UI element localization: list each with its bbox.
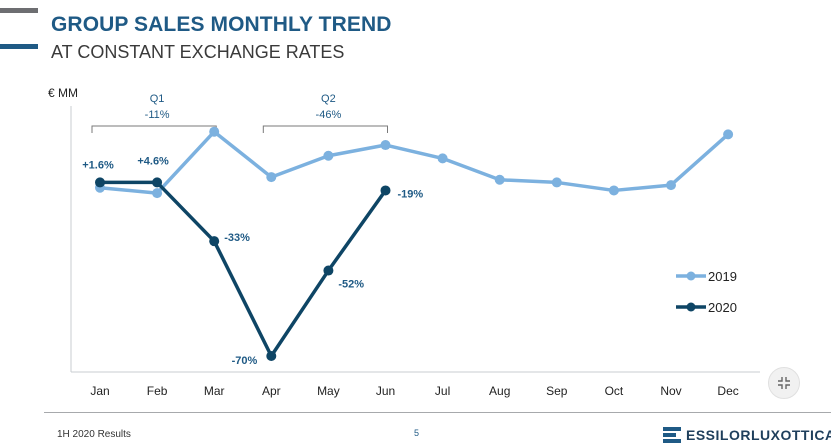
point-2020-may bbox=[323, 265, 334, 276]
header-accent-bar-grey bbox=[0, 8, 38, 13]
quarter-bracket-q2 bbox=[262, 125, 388, 133]
quarter-bracket-q1 bbox=[91, 125, 217, 133]
point-2019-aug bbox=[494, 174, 505, 185]
point-2020-jan bbox=[95, 177, 105, 188]
logo-mark-icon bbox=[663, 426, 681, 443]
footer-divider bbox=[44, 412, 831, 413]
x-tick-label-nov: Nov bbox=[660, 384, 681, 398]
series-line-2019 bbox=[98, 129, 730, 195]
point-2019-dec bbox=[723, 129, 734, 140]
x-tick-label-oct: Oct bbox=[605, 384, 624, 398]
point-2019-jul bbox=[437, 153, 448, 164]
point-2020-feb bbox=[152, 177, 163, 188]
header-accent-bar-blue bbox=[0, 44, 38, 49]
point-2019-mar bbox=[209, 126, 220, 137]
legend-marker-2019 bbox=[686, 271, 696, 281]
x-tick-label-jul: Jul bbox=[435, 384, 450, 398]
quarter-label-q1: Q1 bbox=[150, 93, 165, 105]
data-label-apr: -70% bbox=[232, 355, 258, 367]
point-2019-feb bbox=[152, 188, 163, 199]
x-tick-label-jun: Jun bbox=[376, 384, 395, 398]
point-2020-apr bbox=[266, 350, 277, 361]
data-label-jun: -19% bbox=[398, 188, 424, 200]
point-2020-jun bbox=[380, 185, 391, 196]
legend-marker-2020 bbox=[686, 302, 696, 312]
logo-text: ESSILORLUXOTTICA bbox=[686, 426, 831, 443]
page-subtitle: AT CONSTANT EXCHANGE RATES bbox=[51, 42, 345, 62]
data-label-mar: -33% bbox=[224, 232, 250, 244]
x-tick-label-jan: Jan bbox=[90, 384, 109, 398]
point-2019-apr bbox=[266, 172, 277, 183]
page-title: GROUP SALES MONTHLY TREND bbox=[51, 13, 392, 36]
x-tick-label-aug: Aug bbox=[489, 384, 510, 398]
point-2019-nov bbox=[666, 180, 676, 191]
point-2019-jun bbox=[380, 140, 391, 151]
point-2019-may bbox=[323, 150, 334, 161]
x-tick-label-dec: Dec bbox=[717, 384, 738, 398]
company-logo: ESSILORLUXOTTICA bbox=[663, 425, 831, 444]
point-2019-sep bbox=[551, 177, 562, 188]
y-axis-label: € MM bbox=[48, 86, 78, 100]
data-label-feb: +4.6% bbox=[137, 155, 169, 167]
x-tick-label-apr: Apr bbox=[262, 384, 281, 398]
quarter-label-q2: Q2 bbox=[321, 93, 336, 105]
legend-label-2020: 2020 bbox=[708, 300, 737, 315]
legend-label-2019: 2019 bbox=[708, 269, 737, 284]
data-label-jan: +1.6% bbox=[82, 159, 114, 171]
x-tick-label-mar: Mar bbox=[204, 384, 225, 398]
data-label-may: -52% bbox=[338, 279, 364, 291]
fullscreen-toggle-button[interactable] bbox=[768, 367, 800, 399]
series-line-2020 bbox=[98, 180, 388, 358]
quarter-change-q2: -46% bbox=[316, 109, 342, 121]
x-tick-label-feb: Feb bbox=[147, 384, 168, 398]
x-tick-label-sep: Sep bbox=[546, 384, 568, 398]
point-2019-oct bbox=[608, 185, 619, 196]
x-tick-label-may: May bbox=[317, 384, 340, 398]
collapse-arrows-icon bbox=[778, 377, 790, 389]
quarter-change-q1: -11% bbox=[145, 109, 170, 121]
point-2020-mar bbox=[209, 236, 220, 247]
footer-report-name: 1H 2020 Results bbox=[57, 429, 131, 440]
page-number: 5 bbox=[414, 428, 420, 438]
